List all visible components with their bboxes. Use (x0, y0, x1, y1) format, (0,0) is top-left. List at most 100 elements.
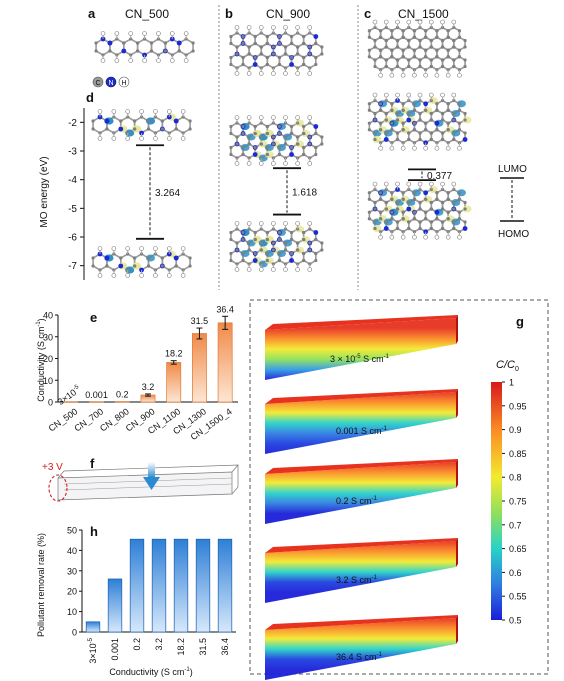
conductivity-data-label: 0.2 (116, 390, 129, 400)
mo-energy-axis: -2 -3 -4 -5 -6 -7 (68, 108, 85, 280)
h-ytick-label: 50 (67, 526, 77, 536)
electrode-schematic (48, 462, 239, 502)
panel-a-letter: a (88, 6, 96, 21)
removal-bar (151, 538, 167, 633)
slab-top-face (265, 315, 458, 330)
e-ytick-label: 30 (43, 332, 53, 342)
removal-rate-chart: 0 10 20 30 40 50 3×10-5 0.001 0.2 3.2 18.2 31.5 36.4 (67, 526, 236, 664)
conductivity-ylabel: Conductivity (S cm-1) (36, 318, 46, 401)
nitrogen-legend-icon (105, 76, 117, 88)
legend-homo: HOMO (498, 229, 529, 240)
removal-bar (85, 621, 101, 633)
h-ytick-label: 0 (72, 628, 77, 638)
gap-label: 3.264 (155, 188, 180, 199)
removal-bar (195, 538, 211, 633)
conductivity-bar (192, 333, 207, 403)
molecule-cn1500 (367, 19, 472, 240)
flow-arrow-head (143, 477, 160, 490)
h-category-label: 36.4 (220, 638, 230, 656)
colorbar-tick-label: 0.9 (509, 425, 522, 435)
e-ytick-label: 0 (48, 398, 53, 408)
hydrogen-legend-icon (118, 76, 130, 88)
slab-top-face (265, 389, 458, 404)
conductivity-data-label: 0.001 (85, 390, 108, 400)
h-category-label: 18.2 (176, 638, 186, 656)
e-ytick-label: 20 (43, 354, 53, 364)
slab-top-face (265, 538, 458, 553)
voltage-label: +3 V (42, 462, 63, 473)
mo-ytick-label: -4 (68, 175, 77, 186)
removal-bar (107, 578, 123, 633)
slab-top-face (265, 459, 458, 474)
carbon-legend-label: C (95, 80, 100, 87)
colorbar (491, 382, 502, 620)
conductivity-data-label: 31.5 (191, 316, 209, 326)
mo-energy-levels: 3.264 1.618 0.377 (136, 144, 452, 240)
molecule-cn500 (91, 31, 195, 278)
colorbar-tick-label: 0.85 (509, 449, 527, 459)
e-ytick-label: 40 (43, 311, 53, 321)
h-ytick-label: 30 (67, 566, 77, 576)
slab-conductivity-label: 36.4 S cm-1 (336, 652, 383, 662)
panel-d-letter: d (86, 90, 94, 105)
slab-end-face (456, 459, 458, 488)
conductivity-chart: 0102030403×10-5CN_5000.001CN_7000.2CN_80… (43, 304, 238, 442)
legend-lumo: LUMO (498, 164, 527, 175)
nitrogen-legend-label: N (108, 80, 113, 87)
slab-conductivity-label: 3.2 S cm-1 (336, 575, 378, 585)
h-category-label: 0.001 (110, 638, 120, 661)
conductivity-data-label: 3.2 (142, 382, 155, 392)
colorbar-title: C/C0 (496, 359, 519, 373)
removal-bar (129, 538, 145, 633)
colorbar-tick-label: 0.7 (509, 520, 522, 530)
slab-end-face (456, 389, 458, 418)
colorbar-tick-label: 0.75 (509, 497, 527, 507)
h-ytick-label: 10 (67, 607, 77, 617)
panel-h-letter: h (90, 524, 98, 539)
panel-f-letter: f (90, 456, 95, 471)
h-category-label: 3×10-5 (88, 637, 98, 663)
flow-arrow-shaft (148, 462, 155, 478)
colorbar-tick-label: 0.55 (509, 592, 527, 602)
slab-top-face (265, 615, 458, 630)
mo-ytick-label: -5 (68, 204, 77, 215)
h-ytick-label: 20 (67, 587, 77, 597)
mo-ytick-label: -7 (68, 261, 77, 272)
e-ytick-label: 10 (43, 376, 53, 386)
panel-b-title: CN_900 (266, 7, 310, 21)
carbon-legend-icon (92, 76, 104, 88)
hydrogen-legend-label: H (121, 80, 126, 87)
panel-g-frame (249, 299, 549, 675)
panel-a-title: CN_500 (125, 7, 169, 21)
electrode-highlight (48, 474, 68, 502)
colorbar-tick-label: 0.65 (509, 544, 527, 554)
mo-energy-ylabel: MO energy (eV) (39, 156, 50, 227)
slab-conductivity-label: 3 × 10-5 S cm-1 (330, 354, 390, 364)
conductivity-data-label: 3×10-5 (56, 384, 83, 407)
concentration-slab (265, 392, 456, 454)
colorbar-ticks: 1 0.95 0.9 0.85 0.8 0.75 0.7 0.65 0.6 0.55 0.5 (502, 378, 527, 626)
atom-legend: C N H (92, 76, 130, 88)
slab-conductivity-label: 0.2 S cm-1 (336, 496, 378, 506)
panel-b-letter: b (225, 6, 233, 21)
removal-xlabel: Conductivity (S cm-1) (109, 667, 192, 677)
colorbar-tick-label: 1 (509, 378, 514, 388)
h-ytick-label: 40 (67, 546, 77, 556)
mo-ytick-label: -3 (68, 147, 77, 158)
gap-label: 1.618 (292, 187, 317, 198)
conductivity-bar (217, 322, 233, 403)
colorbar-tick-label: 0.6 (509, 568, 522, 578)
concentration-slabs: 3 × 10-5 S cm-1 0.001 S cm-1 0.2 S cm-1 3.2… (265, 315, 458, 680)
concentration-slab (265, 541, 456, 603)
conductivity-data-label: 36.4 (216, 304, 234, 314)
removal-ylabel: Pollutant removal rate (%) (36, 533, 46, 637)
h-category-label: 0.2 (132, 638, 142, 651)
h-category-label: 3.2 (154, 638, 164, 651)
concentration-slab (265, 318, 456, 380)
concentration-slab (265, 618, 456, 680)
panel-e-letter: e (90, 310, 97, 325)
colorbar-tick-label: 0.8 (509, 473, 522, 483)
removal-bar (173, 538, 189, 633)
h-category-label: 31.5 (198, 638, 208, 656)
